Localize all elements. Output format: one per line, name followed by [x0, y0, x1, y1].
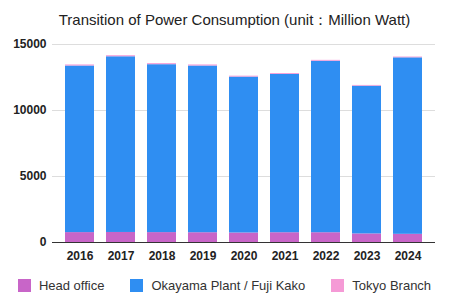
- svg-text:0: 0: [40, 235, 47, 249]
- svg-text:2023: 2023: [354, 249, 381, 263]
- svg-text:2024: 2024: [395, 249, 422, 263]
- svg-text:15000: 15000: [13, 37, 47, 51]
- svg-text:2018: 2018: [149, 249, 176, 263]
- html-text:Okayama Plant / Fuji Kako: Okayama Plant / Fuji Kako: [151, 278, 306, 293]
- svg-text:2019: 2019: [190, 249, 217, 263]
- svg-text:2022: 2022: [313, 249, 340, 263]
- svg-text:5000: 5000: [20, 169, 47, 183]
- svg-text:10000: 10000: [13, 103, 47, 117]
- svg-text:2020: 2020: [231, 249, 258, 263]
- svg-text:2021: 2021: [272, 249, 299, 263]
- svg-text:2017: 2017: [108, 249, 135, 263]
- html-text:Head office: Head office: [38, 278, 105, 293]
- html-text:Transition of Power Consumptio: Transition of Power Consumption (unit：Mi…: [58, 11, 411, 28]
- html-text:Tokyo Branch: Tokyo Branch: [352, 278, 432, 293]
- svg-text:2016: 2016: [67, 249, 94, 263]
